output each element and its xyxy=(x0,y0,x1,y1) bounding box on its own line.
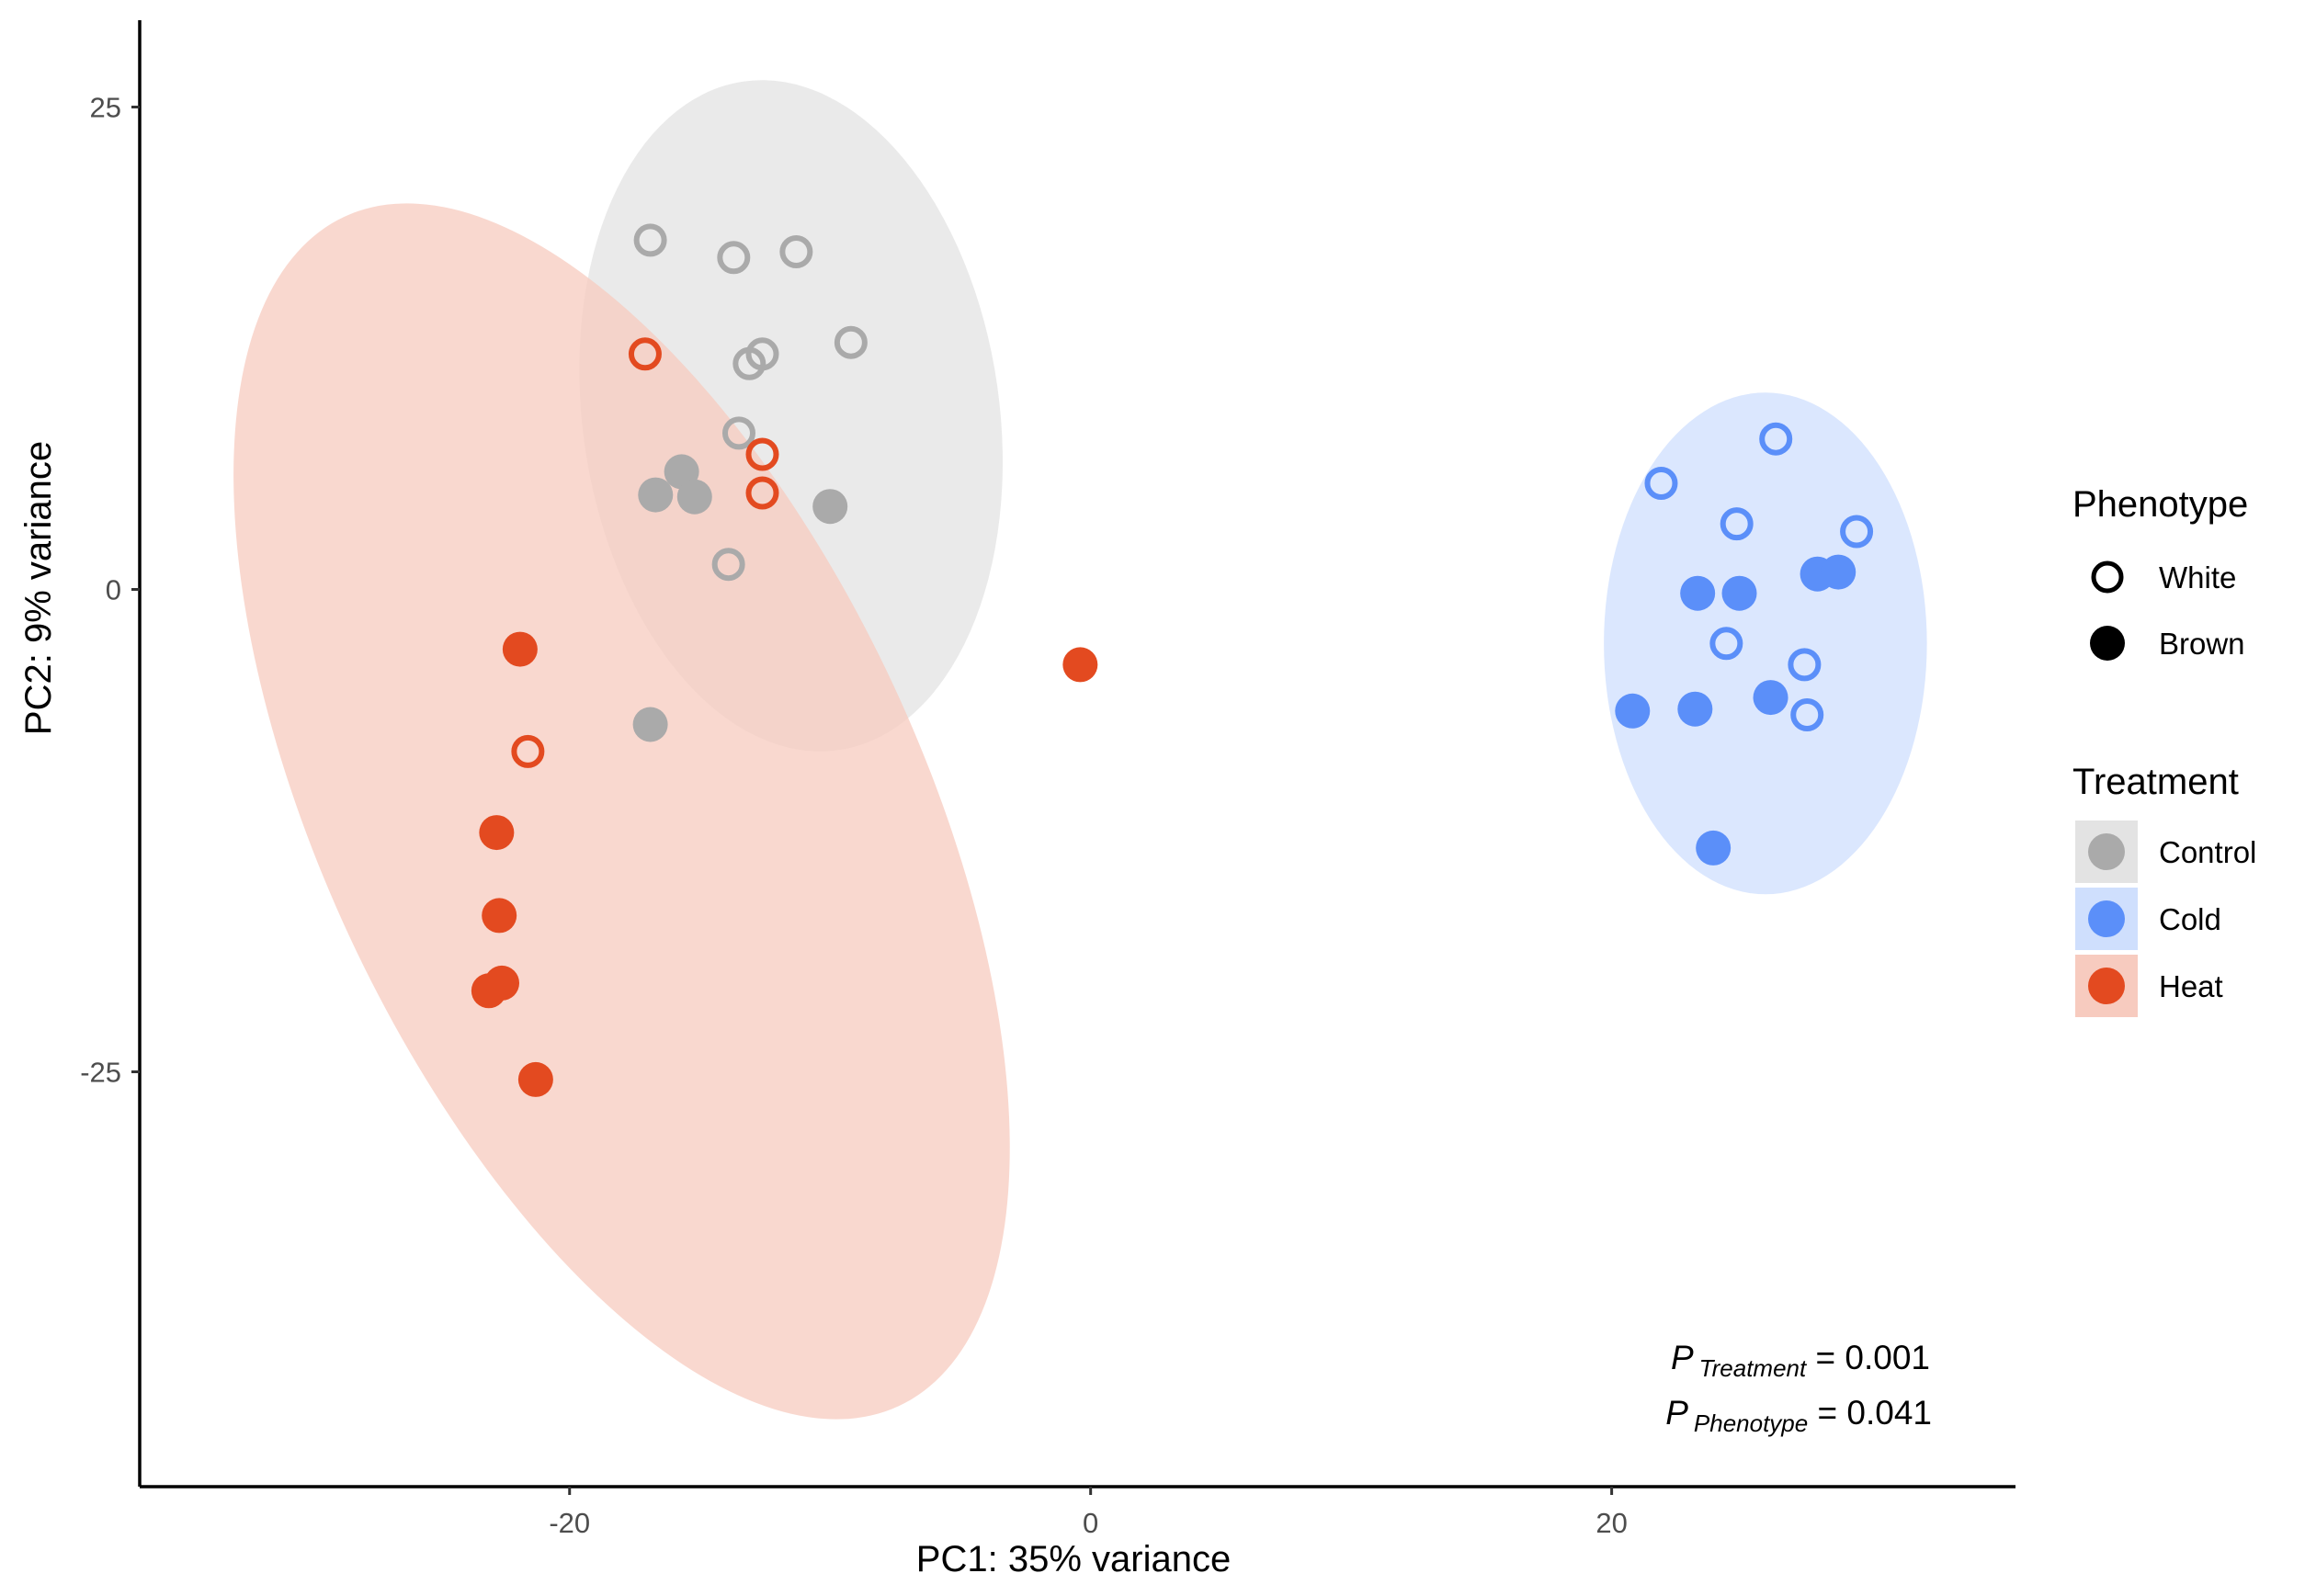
legend-cold-key xyxy=(2088,900,2125,937)
p-treatment-value: = 0.001 xyxy=(1806,1339,1930,1376)
legend-phenotype: Phenotype White Brown xyxy=(2072,484,2248,661)
point-cold-white xyxy=(1759,422,1793,456)
point-heat-white xyxy=(511,734,545,768)
point-cold-brown xyxy=(1721,575,1757,611)
p-phenotype-symbol: P xyxy=(1665,1394,1688,1432)
legend-brown-key xyxy=(2090,626,2125,661)
point-heat-brown xyxy=(517,1061,553,1097)
point-control-white xyxy=(721,416,755,450)
point-cold-brown xyxy=(1821,554,1856,590)
legend-treatment: Treatment Control Cold Heat xyxy=(2072,762,2256,1017)
point-control-brown xyxy=(638,477,674,513)
point-heat-white xyxy=(745,476,779,510)
point-cold-brown xyxy=(1680,575,1716,611)
legend-cold-label: Cold xyxy=(2159,902,2221,936)
point-heat-brown xyxy=(479,815,515,851)
point-cold-brown xyxy=(1677,691,1713,727)
legend-control-key xyxy=(2088,833,2125,870)
point-cold-white xyxy=(1788,648,1822,682)
legend-heat-label: Heat xyxy=(2159,969,2223,1003)
point-cold-brown xyxy=(1696,830,1732,866)
point-heat-white xyxy=(745,437,779,471)
confidence-ellipses xyxy=(233,80,1927,1420)
p-phenotype-label: P Phenotype = 0.041 xyxy=(1665,1394,1932,1437)
x-tick-label: 20 xyxy=(1595,1507,1627,1539)
x-axis-title: PC1: 35% variance xyxy=(916,1539,1231,1579)
ellipse-heat xyxy=(233,203,1010,1420)
point-cold-brown xyxy=(1615,693,1651,729)
x-tick-label: 0 xyxy=(1083,1507,1098,1539)
point-heat-white xyxy=(628,337,662,371)
y-tick-label: -25 xyxy=(80,1057,121,1089)
point-control-brown xyxy=(812,489,848,525)
p-phenotype-subscript: Phenotype xyxy=(1694,1409,1808,1437)
point-cold-brown xyxy=(1753,680,1788,716)
p-treatment-subscript: Treatment xyxy=(1699,1354,1808,1382)
legend-phenotype-title: Phenotype xyxy=(2072,484,2248,525)
point-control-white xyxy=(717,241,751,275)
y-axis-title: PC2: 9% variance xyxy=(18,441,59,735)
point-heat-brown xyxy=(502,631,538,667)
point-control-white xyxy=(711,548,745,582)
p-treatment-symbol: P xyxy=(1671,1339,1694,1376)
x-axis-ticks: -20 0 20 xyxy=(549,1487,1628,1539)
y-tick-label: 25 xyxy=(90,92,121,124)
y-axis-ticks: -25 0 25 xyxy=(80,92,140,1089)
legend-control-label: Control xyxy=(2159,835,2256,869)
point-control-white xyxy=(633,223,667,257)
point-cold-white xyxy=(1644,467,1678,500)
point-heat-brown xyxy=(471,973,506,1009)
point-control-brown xyxy=(676,479,712,515)
point-cold-white xyxy=(1840,515,1874,549)
legend-brown-label: Brown xyxy=(2159,627,2245,661)
legend-heat-key xyxy=(2088,968,2125,1004)
point-heat-brown xyxy=(482,898,517,934)
data-points xyxy=(471,223,1874,1097)
y-tick-label: 0 xyxy=(106,574,121,606)
point-heat-brown xyxy=(1062,647,1098,683)
p-phenotype-value: = 0.041 xyxy=(1808,1394,1932,1432)
axes: -20 0 20 -25 0 25 xyxy=(80,20,2015,1539)
point-control-brown xyxy=(632,707,668,742)
point-cold-white xyxy=(1709,627,1743,661)
x-tick-label: -20 xyxy=(549,1507,590,1539)
point-control-white xyxy=(779,235,813,268)
point-control-white xyxy=(834,325,868,359)
legend-white-label: White xyxy=(2159,560,2236,594)
point-cold-white xyxy=(1720,507,1754,541)
p-value-annotation: P Treatment = 0.001 P Phenotype = 0.041 xyxy=(1665,1339,1932,1437)
point-cold-white xyxy=(1790,698,1824,731)
point-control-white xyxy=(732,346,766,380)
ellipse-cold xyxy=(1604,392,1927,895)
legend-white-key xyxy=(2091,560,2124,594)
legend-treatment-title: Treatment xyxy=(2072,762,2239,802)
p-treatment-label: P Treatment = 0.001 xyxy=(1671,1339,1930,1382)
